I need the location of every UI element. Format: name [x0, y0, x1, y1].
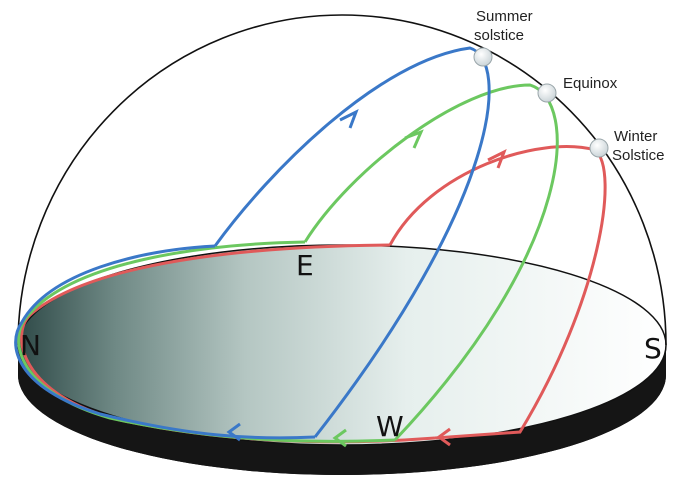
winter-sun-marker [589, 138, 609, 158]
winter-arrow-up [487, 148, 507, 169]
south-label: S [644, 332, 662, 365]
summer-label-line2: solstice [474, 27, 524, 44]
winter-label-line1: Winter [614, 128, 657, 145]
summer-sun-marker [473, 47, 493, 67]
dome-outline [17, 14, 667, 346]
winter-arrow-down [436, 427, 451, 447]
summer-solstice-path [213, 46, 491, 438]
equinox-path [303, 83, 559, 442]
summer-ground-edge [14, 244, 316, 440]
summer-label-line1: Summer [476, 8, 533, 25]
west-label: W [376, 410, 404, 443]
equinox-ground-edge [17, 240, 396, 443]
equinox-arrow-down [332, 428, 347, 448]
north-label: N [20, 329, 41, 362]
equinox-arrow-up [404, 129, 424, 149]
summer-arrow-down [226, 422, 241, 442]
winter-label-line2: Solstice [612, 147, 665, 164]
equinox-label: Equinox [563, 75, 618, 92]
equinox-sun-marker [537, 83, 557, 103]
summer-arrow-up [339, 108, 359, 129]
east-label: E [296, 249, 314, 282]
